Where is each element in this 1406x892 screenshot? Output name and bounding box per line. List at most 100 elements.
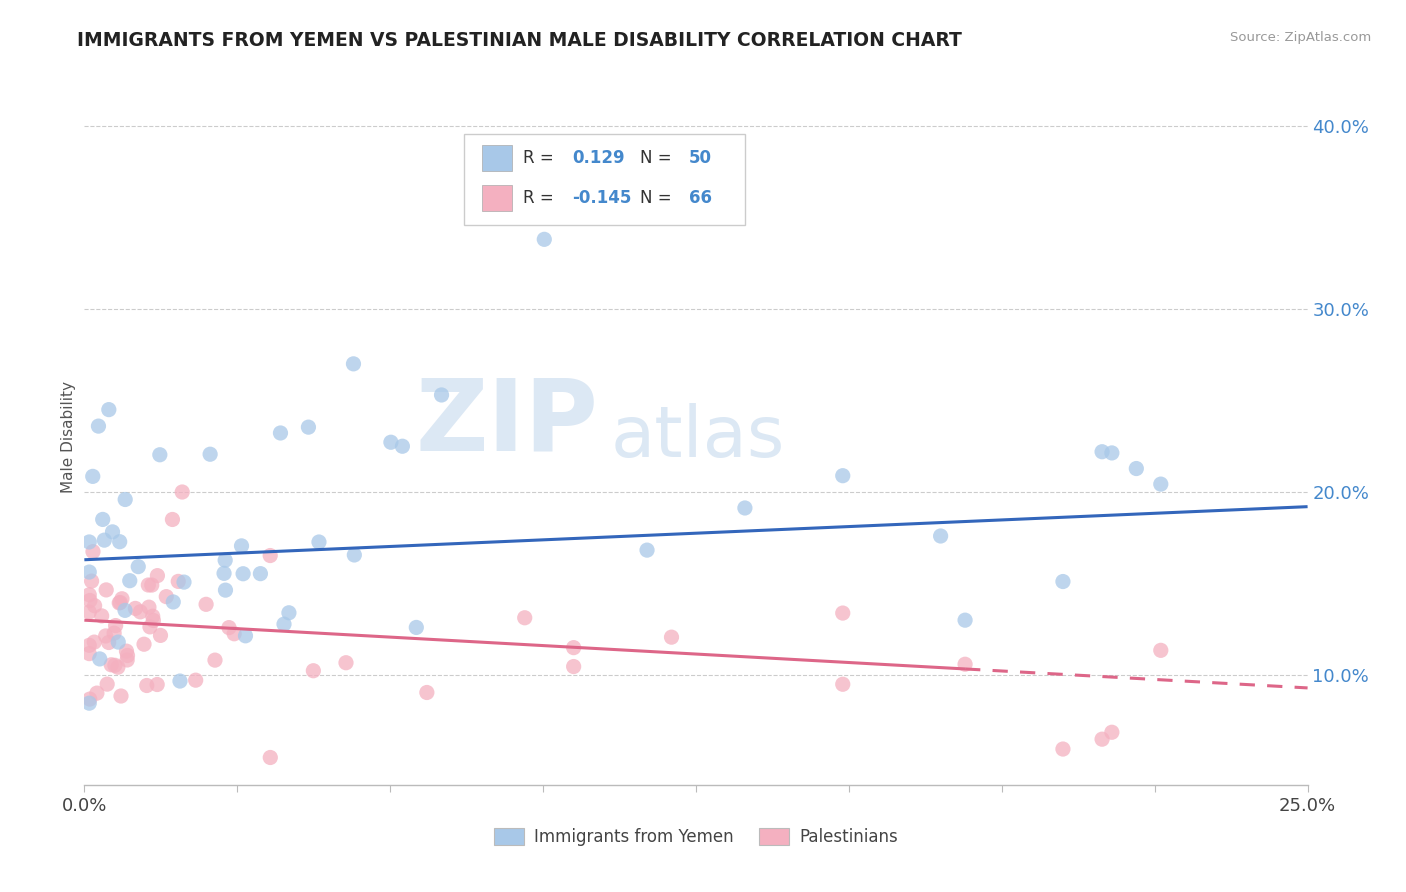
Point	[142, 614, 165, 628]
Point	[167, 574, 190, 589]
Point	[79, 593, 101, 607]
Point	[107, 635, 129, 649]
Point	[1150, 477, 1173, 491]
Point	[111, 591, 134, 606]
Point	[953, 613, 976, 627]
Text: N =: N =	[640, 189, 671, 207]
Point	[77, 647, 100, 661]
Point	[224, 626, 246, 640]
Point	[96, 677, 118, 691]
Point	[142, 609, 165, 624]
Point	[1101, 725, 1123, 739]
Text: R =: R =	[523, 189, 554, 207]
Point	[115, 653, 138, 667]
Point	[87, 419, 110, 434]
Point	[297, 420, 319, 434]
Point	[172, 485, 194, 500]
Point	[953, 657, 976, 672]
Point	[212, 566, 235, 581]
Point	[149, 448, 172, 462]
Point	[77, 638, 100, 652]
Point	[124, 601, 146, 615]
Bar	[482, 185, 513, 211]
Point	[302, 664, 325, 678]
Point	[82, 469, 104, 483]
Text: IMMIGRANTS FROM YEMEN VS PALESTINIAN MALE DISABILITY CORRELATION CHART: IMMIGRANTS FROM YEMEN VS PALESTINIAN MAL…	[77, 31, 962, 50]
Point	[416, 685, 439, 699]
Point	[132, 637, 155, 651]
Point	[231, 539, 253, 553]
Point	[146, 568, 169, 582]
Point	[83, 635, 105, 649]
Point	[533, 232, 555, 246]
Point	[232, 566, 254, 581]
Point	[138, 600, 160, 615]
Point	[430, 388, 453, 402]
Point	[173, 575, 195, 590]
Point	[249, 566, 271, 581]
Text: 66: 66	[689, 189, 711, 207]
Point	[77, 696, 100, 710]
Point	[97, 402, 120, 417]
Point	[149, 628, 172, 642]
Point	[83, 599, 105, 613]
Point	[155, 590, 177, 604]
Bar	[482, 145, 513, 171]
Point	[103, 626, 125, 640]
Point	[195, 597, 218, 611]
Point	[108, 596, 131, 610]
Point	[89, 652, 111, 666]
Point	[636, 543, 658, 558]
Point	[136, 578, 159, 592]
Point	[343, 548, 366, 562]
Point	[218, 621, 240, 635]
Point	[77, 565, 100, 579]
Legend: Immigrants from Yemen, Palestinians: Immigrants from Yemen, Palestinians	[488, 822, 904, 853]
Point	[661, 630, 683, 644]
Point	[117, 648, 139, 663]
Y-axis label: Male Disability: Male Disability	[60, 381, 76, 493]
Point	[118, 574, 141, 588]
Point	[1150, 643, 1173, 657]
Point	[146, 677, 169, 691]
Point	[273, 617, 295, 632]
Point	[204, 653, 226, 667]
Point	[259, 750, 281, 764]
Point	[831, 468, 853, 483]
Point	[214, 583, 236, 598]
Point	[90, 608, 112, 623]
Point	[162, 595, 184, 609]
Point	[1052, 574, 1074, 589]
Point	[335, 656, 357, 670]
Point	[115, 644, 138, 658]
Point	[139, 620, 162, 634]
Point	[513, 611, 536, 625]
Point	[101, 524, 124, 539]
Text: Source: ZipAtlas.com: Source: ZipAtlas.com	[1230, 31, 1371, 45]
Point	[107, 660, 129, 674]
Point	[93, 533, 115, 548]
Point	[184, 673, 207, 688]
Point	[127, 559, 149, 574]
Point	[104, 658, 127, 673]
Text: N =: N =	[640, 149, 671, 167]
Point	[96, 582, 118, 597]
Point	[391, 439, 413, 453]
Point	[162, 512, 184, 526]
Point	[405, 620, 427, 634]
Point	[929, 529, 952, 543]
Point	[198, 447, 221, 461]
Point	[1101, 446, 1123, 460]
Point	[114, 492, 136, 507]
Text: 50: 50	[689, 149, 711, 167]
Point	[259, 549, 281, 563]
Point	[734, 500, 756, 515]
Point	[97, 635, 120, 649]
Point	[114, 603, 136, 617]
Text: -0.145: -0.145	[572, 189, 631, 207]
Text: 0.129: 0.129	[572, 149, 626, 167]
Point	[1091, 732, 1114, 747]
Point	[100, 657, 122, 672]
Point	[104, 618, 127, 632]
Point	[235, 629, 257, 643]
